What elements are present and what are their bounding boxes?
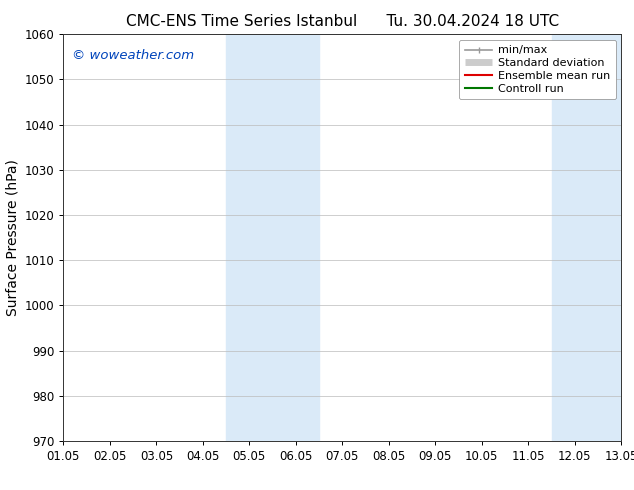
- Bar: [598, 34, 634, 441]
- Bar: [552, 34, 598, 441]
- Bar: [273, 34, 319, 441]
- Legend: min/max, Standard deviation, Ensemble mean run, Controll run: min/max, Standard deviation, Ensemble me…: [459, 40, 616, 99]
- Title: CMC-ENS Time Series Istanbul      Tu. 30.04.2024 18 UTC: CMC-ENS Time Series Istanbul Tu. 30.04.2…: [126, 14, 559, 29]
- Bar: [226, 34, 273, 441]
- Text: © woweather.com: © woweather.com: [72, 49, 194, 62]
- Y-axis label: Surface Pressure (hPa): Surface Pressure (hPa): [5, 159, 19, 316]
